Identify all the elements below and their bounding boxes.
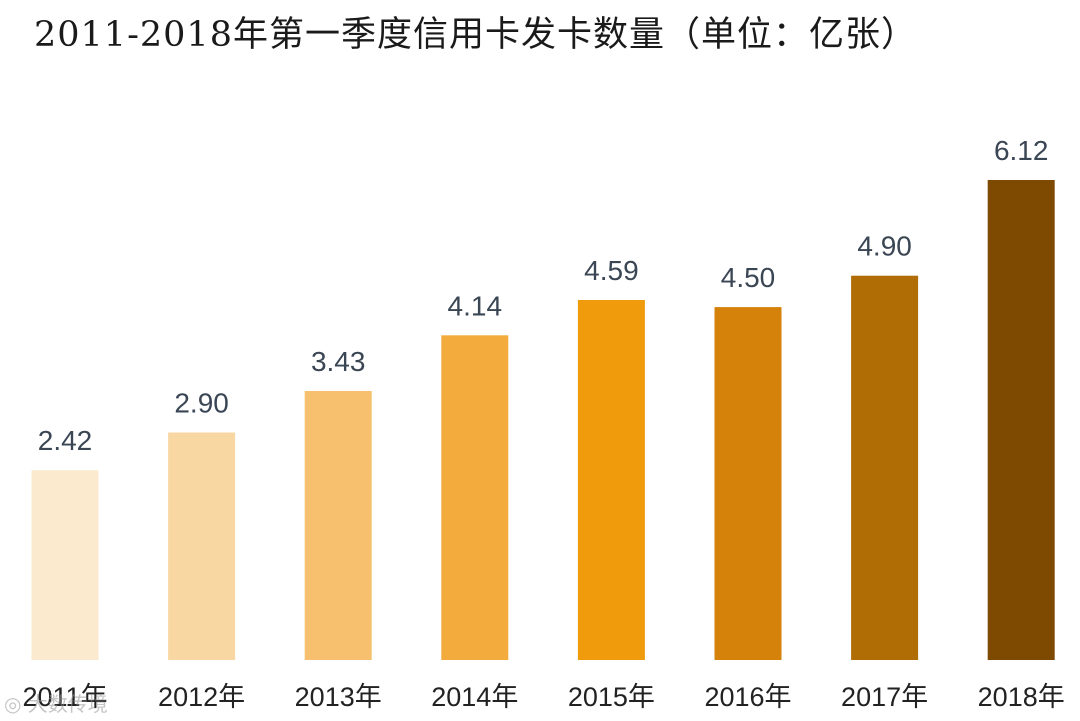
value-label-2012年: 2.90 bbox=[174, 388, 229, 419]
value-labels-group: 2.42 2.90 3.43 4.14 4.59 4.50 4.90 6.12 bbox=[38, 135, 1049, 456]
category-label-2018年: 2018年 bbox=[978, 682, 1065, 712]
category-label-2017年: 2017年 bbox=[841, 682, 928, 712]
chart-title: 2011-2018年第一季度信用卡发卡数量（单位：亿张） bbox=[34, 15, 917, 55]
category-label-2012年: 2012年 bbox=[158, 682, 245, 712]
value-label-2013年: 3.43 bbox=[311, 346, 366, 377]
category-labels-group: 2011年 2012年 2013年 2014年 2015年 2016年 2017年 2018年 bbox=[22, 682, 1064, 712]
bar-2014年 bbox=[441, 335, 509, 660]
value-label-2014年: 4.14 bbox=[448, 290, 503, 321]
bar-2017年 bbox=[851, 275, 919, 660]
value-label-2015年: 4.59 bbox=[584, 255, 639, 286]
bar-2012年 bbox=[168, 432, 236, 660]
bar-2013年 bbox=[304, 391, 372, 660]
bars-group bbox=[31, 180, 1055, 660]
bar-2015年 bbox=[577, 300, 645, 660]
value-label-2018年: 6.12 bbox=[994, 135, 1049, 166]
value-label-2017年: 4.90 bbox=[857, 231, 912, 262]
bar-2011年 bbox=[31, 470, 99, 660]
category-label-2013年: 2013年 bbox=[295, 682, 382, 712]
category-label-2015年: 2015年 bbox=[568, 682, 655, 712]
category-label-2016年: 2016年 bbox=[704, 682, 791, 712]
watermark: ◎ 大数传境 bbox=[4, 692, 108, 716]
value-label-2016年: 4.50 bbox=[721, 262, 776, 293]
category-label-2014年: 2014年 bbox=[431, 682, 518, 712]
value-label-2011年: 2.42 bbox=[38, 425, 93, 456]
category-label-2011年: 2011年 bbox=[22, 682, 107, 712]
bar-2018年 bbox=[987, 180, 1055, 660]
bar-2016年 bbox=[714, 307, 782, 660]
